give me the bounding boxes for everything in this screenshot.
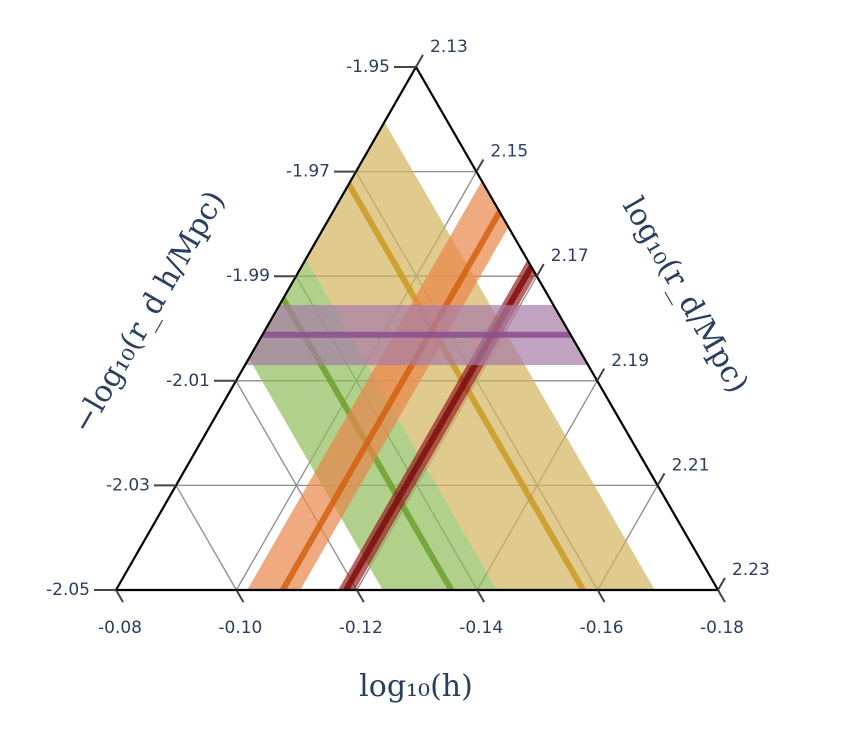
right-tick-label: 2.21 — [672, 455, 710, 475]
left-tick-label: -2.03 — [106, 475, 150, 495]
right-tick-label: 2.23 — [732, 560, 770, 580]
tick-mark — [115, 589, 124, 603]
tick-mark — [235, 589, 245, 603]
axes: -0.08 -0.10 -0.12 -0.14 -0.16 -0.18 -2.05 -2.03… — [46, 37, 770, 638]
triangle-frame — [114, 64, 720, 592]
tick-mark — [415, 54, 424, 68]
right-tick-label: 2.17 — [551, 246, 589, 266]
tick-mark — [535, 263, 545, 277]
left-tick-label: -2.05 — [46, 580, 90, 600]
grid-line — [175, 485, 237, 591]
bottom-tick-label: -0.08 — [98, 618, 142, 638]
left-tick-label: -1.97 — [286, 162, 330, 182]
bottom-tick-label: -0.18 — [700, 618, 744, 638]
tick-mark — [476, 589, 486, 603]
left-tick-label: -2.01 — [166, 371, 210, 391]
left-tick-label: -1.95 — [346, 57, 390, 77]
right-tick-label: 2.13 — [430, 37, 468, 57]
left-axis-title: −log₁₀(r_d h/Mpc) — [65, 185, 232, 440]
tick-mark — [596, 589, 606, 603]
tick-mark — [475, 158, 485, 173]
left-tick-label: -1.99 — [226, 266, 270, 286]
band — [116, 67, 718, 590]
bottom-tick-label: -0.16 — [580, 618, 624, 638]
right-tick-label: 2.19 — [611, 351, 649, 371]
bottom-tick-label: -0.10 — [218, 618, 262, 638]
bottom-tick-label: -0.14 — [459, 618, 503, 638]
bottom-tick-label: -0.12 — [339, 618, 383, 638]
tick-mark — [656, 472, 666, 486]
tick-mark — [355, 589, 365, 603]
tick-mark — [596, 368, 606, 382]
bottom-axis-title: log₁₀(h) — [359, 669, 473, 704]
right-tick-label: 2.15 — [490, 142, 528, 162]
tick-mark — [717, 589, 726, 603]
tick-mark — [717, 577, 726, 591]
